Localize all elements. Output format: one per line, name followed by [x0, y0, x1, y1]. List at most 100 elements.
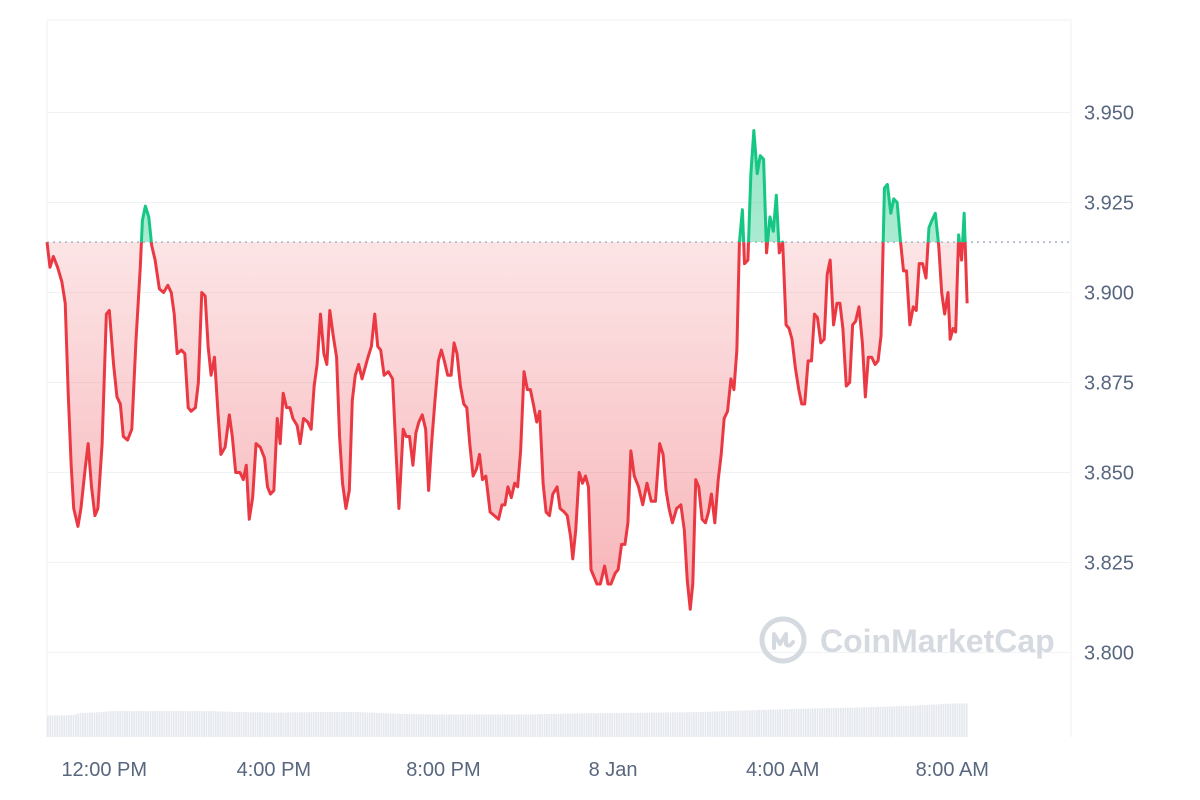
volume-bar-63	[193, 711, 196, 737]
volume-bar-83	[240, 712, 243, 737]
volume-bar-267	[669, 712, 672, 737]
watermark: CoinMarketCap	[759, 616, 1055, 664]
volume-bar-148	[392, 713, 394, 737]
volume-bar-174	[452, 714, 455, 737]
volume-bar-296	[737, 710, 740, 737]
volume-bar-281	[702, 711, 705, 737]
volume-bar-126	[340, 712, 343, 737]
volume-bar-156	[410, 714, 413, 737]
volume-bar-68	[205, 711, 208, 737]
volume-bar-315	[781, 709, 784, 737]
volume-bar-330	[816, 708, 819, 737]
volume-bar-50	[163, 711, 166, 737]
volume-bar-194	[499, 714, 502, 737]
volume-bar-391	[958, 703, 961, 737]
volume-bar-71	[212, 711, 215, 737]
volume-bar-149	[394, 713, 397, 737]
volume-bar-262	[658, 712, 660, 737]
volume-bar-356	[877, 706, 879, 737]
volume-bar-227	[576, 713, 579, 737]
volume-bar-97	[273, 712, 275, 737]
volume-bar-256	[644, 712, 646, 737]
volume-bar-350	[863, 707, 865, 737]
volume-bar-309	[767, 709, 770, 737]
volume-bar-239	[604, 713, 607, 737]
volume-bar-368	[905, 705, 907, 737]
volume-bar-18	[88, 712, 91, 737]
volume-bar-136	[364, 712, 366, 737]
volume-bar-304	[755, 710, 758, 737]
volume-bar-157	[413, 714, 415, 737]
volume-bar-323	[800, 708, 802, 737]
volume-bar-274	[685, 712, 688, 737]
volume-bar-46	[154, 711, 157, 737]
volume-bar-392	[961, 703, 963, 737]
volume-bar-129	[347, 712, 350, 737]
volume-bar-106	[294, 712, 296, 737]
volume-bar-107	[296, 712, 299, 737]
volume-bar-235	[595, 713, 597, 737]
volume-bar-26	[107, 711, 110, 737]
volume-bar-57	[179, 711, 182, 737]
volume-bar-159	[417, 714, 420, 737]
volume-bar-0	[47, 715, 49, 737]
volume-bar-177	[459, 714, 462, 737]
volume-bar-59	[184, 711, 187, 737]
volume-bar-10	[70, 715, 73, 737]
volume-bar-130	[350, 712, 352, 737]
volume-bar-38	[135, 711, 138, 737]
volume-bar-209	[534, 714, 537, 737]
volume-bar-337	[832, 708, 835, 737]
volume-bar-101	[282, 712, 285, 737]
volume-bar-312	[774, 709, 777, 737]
volume-bar-326	[807, 708, 809, 737]
volume-bar-261	[655, 712, 658, 737]
volume-bar-302	[751, 710, 754, 737]
volume-bar-188	[485, 714, 488, 737]
volume-bar-303	[753, 710, 756, 737]
volume-bar-5	[58, 715, 61, 737]
volume-bar-161	[422, 714, 425, 737]
volume-bar-295	[734, 710, 737, 737]
volume-bar-186	[480, 714, 483, 737]
volume-bar-294	[732, 710, 735, 737]
volume-bar-357	[879, 706, 882, 737]
volume-bar-207	[529, 714, 532, 737]
volume-bar-6	[60, 715, 63, 737]
volume-bar-252	[634, 712, 637, 737]
volume-bar-112	[308, 712, 310, 737]
volume-bar-76	[224, 711, 226, 737]
volume-bar-321	[795, 708, 798, 737]
volume-bar-347	[856, 707, 858, 737]
volume-bar-133	[357, 712, 359, 737]
volume-bar-3	[53, 715, 56, 737]
volume-bar-271	[678, 712, 681, 737]
volume-bar-198	[508, 714, 511, 737]
volume-bar-285	[711, 711, 714, 737]
x-tick-label-2: 8:00 PM	[406, 759, 480, 781]
y-tick-label-5: 3.825	[1084, 552, 1134, 574]
volume-bar-52	[168, 711, 171, 737]
volume-bar-103	[287, 712, 289, 737]
volume-bar-134	[359, 712, 362, 737]
volume-bar-73	[217, 711, 219, 737]
volume-bar-377	[926, 704, 928, 737]
volume-bar-205	[525, 714, 527, 737]
volume-bar-170	[443, 714, 446, 737]
volume-bar-115	[315, 712, 317, 737]
volume-bar-127	[343, 712, 345, 737]
y-tick-label-6: 3.800	[1084, 642, 1134, 664]
volume-bar-120	[326, 712, 329, 737]
volume-bar-373	[916, 705, 919, 737]
volume-bar-277	[692, 712, 695, 737]
volume-bar-80	[233, 711, 236, 737]
volume-bar-306	[760, 709, 763, 737]
volume-bar-176	[457, 714, 460, 737]
volume-bar-388	[951, 703, 954, 737]
volume-bar-91	[259, 712, 261, 737]
x-tick-label-0: 12:00 PM	[61, 759, 147, 781]
volume-bar-355	[874, 707, 877, 737]
volume-bar-165	[431, 714, 434, 737]
volume-bar-138	[368, 712, 371, 737]
watermark-text: CoinMarketCap	[820, 623, 1055, 659]
